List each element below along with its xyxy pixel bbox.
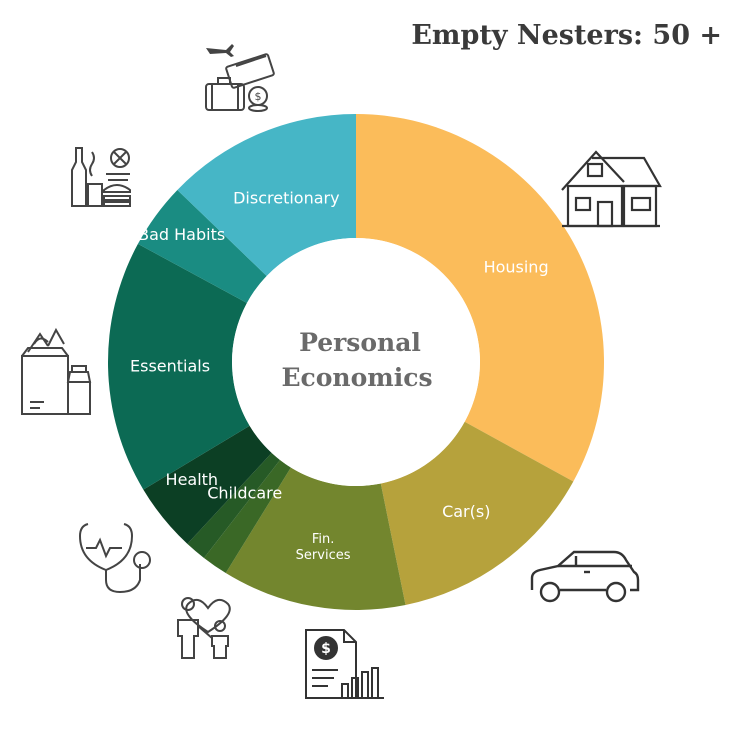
travel-icon: $ (198, 38, 280, 114)
food-habits-icon (66, 144, 136, 210)
house-icon (558, 146, 664, 230)
groceries-icon (18, 326, 96, 420)
slice-label-health: Health (166, 470, 219, 489)
center-title-line2: Economics (281, 363, 432, 392)
financial-report-icon: $ (298, 626, 390, 704)
slice-label-essentials: Essentials (130, 356, 210, 375)
chart-title: Empty Nesters: 50 + (411, 20, 722, 51)
car-icon (526, 548, 640, 606)
slice-label-car-s: Car(s) (442, 502, 490, 521)
family-icon (168, 590, 244, 662)
donut-hole (232, 238, 480, 486)
slice-health (143, 425, 272, 544)
slice-label-transportation: Transportation (231, 614, 304, 625)
slice-label-discretionary: Discretionary (233, 189, 339, 208)
slice-label-fin-services: Fin. Services (296, 532, 351, 563)
stethoscope-icon (76, 518, 158, 596)
slice-fin-services (225, 467, 406, 610)
slice-transportation (203, 459, 291, 574)
slice-label-childcare: Childcare (207, 483, 282, 502)
donut-labels: Housing Car(s) Fin. Services Transportation C… (130, 189, 549, 625)
slice-essentials (108, 243, 250, 490)
slice-label-bad-habits: Bad Habits (138, 225, 225, 244)
slice-car-s (380, 421, 574, 606)
center-title-line1: Personal (299, 328, 421, 357)
svg-text:$: $ (321, 641, 331, 657)
slice-discretionary (177, 114, 356, 276)
svg-text:$: $ (255, 90, 262, 103)
slice-housing (356, 114, 604, 482)
slice-label-housing: Housing (484, 258, 549, 277)
slice-bad-habits (137, 189, 267, 303)
donut-slices (108, 114, 604, 610)
slice-childcare (187, 452, 280, 558)
